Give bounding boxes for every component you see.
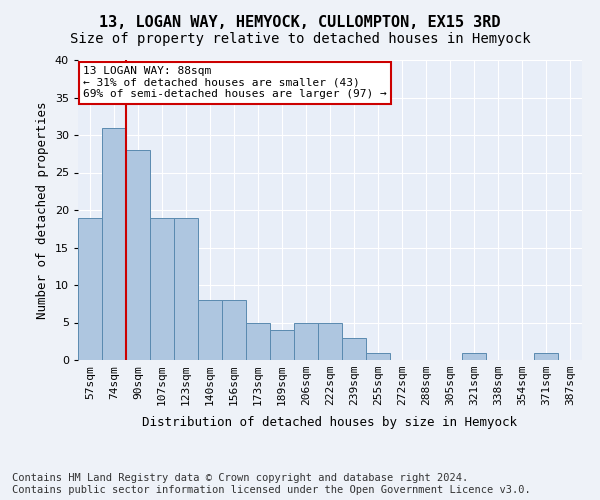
Bar (534, 352, 558, 360)
Bar (366, 352, 390, 360)
Bar (462, 352, 486, 360)
Bar (342, 338, 366, 360)
Bar (174, 218, 198, 360)
Bar (222, 300, 246, 360)
Bar (318, 322, 342, 360)
Bar (150, 218, 174, 360)
Bar (294, 322, 318, 360)
Text: 13 LOGAN WAY: 88sqm
← 31% of detached houses are smaller (43)
69% of semi-detach: 13 LOGAN WAY: 88sqm ← 31% of detached ho… (83, 66, 387, 99)
X-axis label: Distribution of detached houses by size in Hemyock: Distribution of detached houses by size … (143, 416, 517, 430)
Bar (270, 330, 294, 360)
Bar (246, 322, 270, 360)
Text: 13, LOGAN WAY, HEMYOCK, CULLOMPTON, EX15 3RD: 13, LOGAN WAY, HEMYOCK, CULLOMPTON, EX15… (99, 15, 501, 30)
Y-axis label: Number of detached properties: Number of detached properties (36, 101, 49, 319)
Text: Contains HM Land Registry data © Crown copyright and database right 2024.
Contai: Contains HM Land Registry data © Crown c… (12, 474, 531, 495)
Bar (198, 300, 222, 360)
Bar (126, 150, 150, 360)
Bar (78, 218, 102, 360)
Bar (102, 128, 126, 360)
Text: Size of property relative to detached houses in Hemyock: Size of property relative to detached ho… (70, 32, 530, 46)
